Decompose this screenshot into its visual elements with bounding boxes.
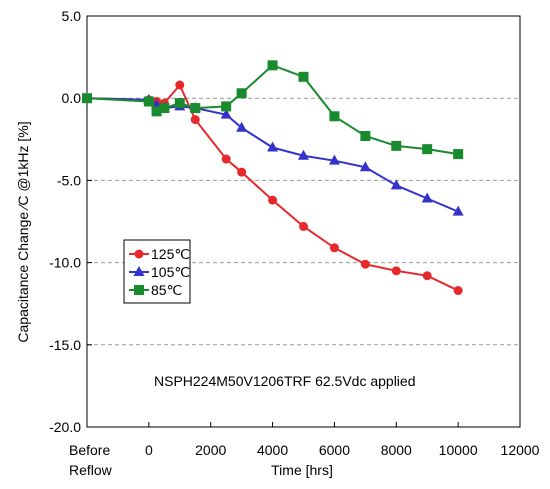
data-point [329,111,340,122]
x-tick-label: 0 [145,442,153,458]
data-point [143,96,154,107]
data-point [452,205,464,216]
data-point [299,221,308,231]
legend-marker [134,249,144,259]
series-0 [82,80,463,296]
y-tick-label: 0.0 [62,90,82,106]
x-tick-label: 12000 [501,442,540,458]
data-point [221,101,232,112]
data-point [159,103,170,114]
y-tick-labels: 5.0 0.0 -5.0 -10.0 -15.0 -20.0 [49,8,81,435]
data-point [453,149,464,160]
data-point [267,60,278,71]
legend-label: 125℃ [151,246,190,262]
data-point [422,271,432,281]
data-point [298,149,309,160]
legend: 125℃ 105℃ 85℃ [123,239,191,304]
chart-annotation: NSPH224M50V1206TRF 62.5Vdc applied [154,373,416,389]
data-point [359,161,371,172]
data-point [421,192,433,203]
x-tick-sublabel: Reflow [69,462,113,478]
axis-ticks [87,15,459,428]
x-tick-labels: Before 0 2000 4000 6000 8000 10000 12000 Reflow [69,442,540,478]
plot-area-frame [86,15,521,428]
y-tick-label: -15.0 [49,337,81,353]
data-point [174,98,185,109]
y-tick-label: -20.0 [49,419,81,435]
x-tick-label: 10000 [439,442,478,458]
data-point [391,266,401,276]
y-tick-label: -5.0 [57,172,81,188]
series-line [86,64,459,156]
data-point [151,106,162,117]
data-point [268,195,278,205]
x-axis-label: Time [hrs] [271,462,333,478]
x-tick-label: 8000 [381,442,412,458]
data-point [391,140,402,151]
data-point [190,115,200,125]
data-point [220,108,232,119]
gridlines [87,97,520,346]
y-tick-label: -10.0 [49,255,81,271]
data-point [453,286,463,296]
data-point [236,88,247,99]
data-point [236,121,248,132]
data-point [422,144,433,155]
data-point [237,167,247,177]
legend-label: 105℃ [151,264,190,280]
data-point [328,154,340,165]
data-point [360,131,371,142]
data-point [329,243,339,253]
series-2 [82,60,464,160]
data-point [298,71,309,82]
data-point [267,141,279,152]
legend-item: 125℃ [129,246,190,262]
legend-marker [134,285,144,295]
legend-item: 105℃ [129,264,190,280]
data-point [175,80,185,90]
x-tick-label: 4000 [257,442,288,458]
x-tick-label: 2000 [195,442,226,458]
series-layer [81,60,464,296]
data-point [221,154,231,164]
y-tick-label: 5.0 [62,8,82,24]
data-point [82,93,92,104]
data-point [390,179,402,190]
legend-item: 85℃ [129,282,182,298]
legend-marker [133,266,145,276]
x-tick-label: 6000 [319,442,350,458]
data-point [360,259,370,269]
data-point [190,103,201,114]
y-axis-label: Capacitance Change ⁄C @1kHz [%] [15,121,31,342]
x-tick-label: Before [69,442,110,458]
series-line [86,97,459,213]
legend-label: 85℃ [151,282,182,298]
